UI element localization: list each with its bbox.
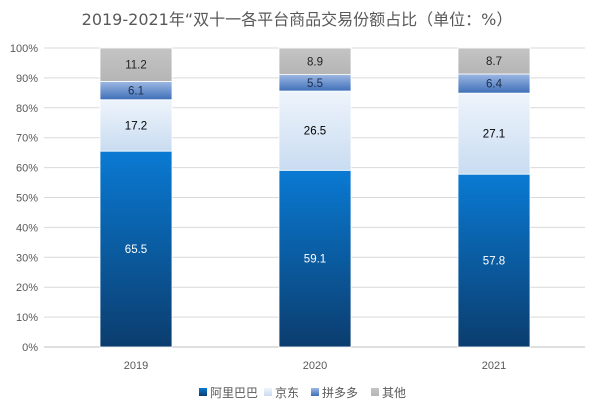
data-label: 8.7 — [486, 56, 502, 68]
y-tick-label: 90% — [16, 73, 38, 85]
data-label: 27.1 — [483, 129, 505, 141]
x-axis-ticks: 2019 2020 2021 — [124, 360, 506, 372]
legend-label-jd: 京东 — [275, 386, 299, 400]
data-label: 11.2 — [125, 60, 147, 72]
y-tick-label: 50% — [16, 193, 38, 205]
y-axis-ticks: 0% 10% 20% 30% 40% 50% 60% 70% 80% 90% 100% — [10, 43, 38, 354]
bar-segment-other — [99, 47, 173, 82]
y-tick-label: 70% — [16, 133, 38, 145]
legend-swatch-alibaba — [199, 388, 207, 396]
chart-title: 2019-2021年“双十一各平台商品交易份额占比（单位：%） — [82, 10, 513, 29]
y-tick-label: 10% — [16, 312, 38, 324]
y-tick-label: 40% — [16, 222, 38, 234]
legend-swatch-pdd — [311, 388, 319, 396]
data-label: 6.4 — [486, 79, 503, 91]
x-tick-label: 2019 — [124, 360, 148, 372]
legend-label-pdd: 拼多多 — [322, 386, 358, 400]
bar-segment-alibaba — [278, 169, 352, 348]
y-tick-label: 60% — [16, 163, 38, 175]
bars — [99, 47, 531, 348]
data-label: 6.1 — [128, 86, 144, 98]
bar-segment-alibaba — [99, 150, 173, 348]
bar-segment-other — [278, 47, 352, 76]
data-label: 5.5 — [307, 78, 323, 90]
data-label: 65.5 — [125, 244, 147, 256]
legend-swatch-jd — [264, 388, 272, 396]
legend-label-other: 其他 — [382, 386, 406, 400]
data-label: 8.9 — [307, 56, 323, 68]
y-tick-label: 80% — [16, 103, 38, 115]
bar-segment-jd — [278, 90, 352, 171]
bar-segment-jd — [457, 92, 531, 175]
data-label: 26.5 — [304, 126, 326, 138]
bar-segment-other — [457, 47, 531, 75]
y-tick-label: 100% — [10, 43, 38, 55]
x-tick-label: 2021 — [482, 360, 506, 372]
data-label: 17.2 — [125, 120, 147, 132]
bar-segment-jd — [99, 99, 173, 152]
y-tick-label: 30% — [16, 252, 38, 264]
legend: 阿里巴巴 京东 拼多多 其他 — [199, 386, 406, 400]
x-tick-label: 2020 — [303, 360, 327, 372]
legend-swatch-other — [371, 388, 379, 396]
y-tick-label: 20% — [16, 282, 38, 294]
legend-label-alibaba: 阿里巴巴 — [210, 386, 258, 400]
data-label: 59.1 — [304, 254, 326, 266]
y-tick-label: 0% — [22, 342, 38, 354]
data-labels: 65.5 17.2 6.1 11.2 59.1 26.5 5.5 8.9 57.8 27.1 6.4… — [125, 56, 505, 268]
data-label: 57.8 — [483, 256, 505, 268]
